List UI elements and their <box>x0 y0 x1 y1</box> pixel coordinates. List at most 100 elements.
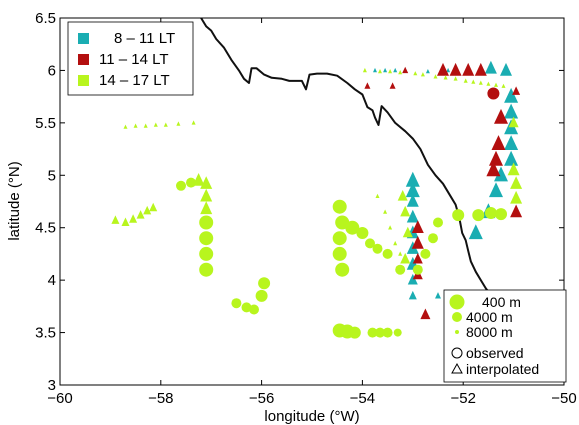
data-point-circle <box>365 238 375 249</box>
data-point-triangle <box>388 225 393 230</box>
data-point-triangle <box>129 214 138 223</box>
data-point-triangle <box>393 67 398 73</box>
data-point-circle <box>395 264 406 275</box>
x-tick-label: −50 <box>551 390 576 407</box>
data-point-circle <box>332 231 347 246</box>
data-point-triangle <box>388 69 393 74</box>
data-point-triangle <box>463 78 468 83</box>
legend-marker-interpolated <box>451 362 463 374</box>
y-tick-label: 5 <box>48 167 56 184</box>
data-point-triangle <box>383 67 388 73</box>
data-point-triangle <box>449 62 462 76</box>
data-point-triangle <box>494 82 498 87</box>
legend-label-8000m: 8000 m <box>466 324 513 340</box>
data-point-circle <box>393 328 402 337</box>
data-point-triangle <box>405 182 420 198</box>
legend-marker-observed <box>451 347 463 359</box>
coastline <box>200 17 496 302</box>
data-point-triangle <box>364 82 371 89</box>
data-point-triangle <box>443 75 448 80</box>
legend-label-4000m: 4000 m <box>466 309 513 325</box>
data-point-triangle <box>373 67 377 73</box>
legend-marker-400m <box>449 294 465 310</box>
data-point-circle <box>199 231 214 246</box>
data-point-triangle <box>486 161 501 177</box>
data-point-circle <box>176 180 186 191</box>
legend-swatch-11-14 <box>78 54 89 65</box>
data-point-circle <box>241 302 252 313</box>
data-point-circle <box>372 243 383 254</box>
data-point-circle <box>495 208 507 221</box>
data-point-triangle <box>176 121 181 126</box>
y-axis-label: latitude (°N) <box>6 161 23 240</box>
data-point-circle <box>332 199 347 214</box>
data-point-triangle <box>486 81 491 86</box>
data-point-triangle <box>121 217 130 226</box>
legend-swatch-14-17 <box>78 75 89 86</box>
data-point-triangle <box>111 215 120 224</box>
data-point-triangle <box>397 190 408 201</box>
data-point-circle <box>382 327 393 338</box>
data-point-triangle <box>362 67 367 73</box>
data-point-triangle <box>200 188 213 202</box>
x-tick-label: −52 <box>450 390 475 407</box>
legend-time: 8 – 11 LT 11 – 14 LT 14 – 17 LT <box>67 21 194 96</box>
legend-label-400m: 400 m <box>482 294 521 310</box>
data-point-triangle <box>383 209 388 214</box>
axis-ticks: −60 −58 −56 −54 −52 −50 3 3.5 4 4.5 5 5.5 6 6.5 <box>35 10 577 407</box>
data-point-triangle <box>398 70 403 75</box>
data-point-triangle <box>504 87 519 103</box>
data-point-triangle <box>402 226 413 238</box>
data-point-triangle <box>136 210 145 219</box>
data-point-triangle <box>500 62 512 76</box>
legend-label-14-17: 14 – 17 LT <box>99 72 170 89</box>
data-point-circle <box>199 215 214 230</box>
y-tick-label: 4.5 <box>35 220 56 237</box>
y-tick-label: 3 <box>48 377 56 394</box>
x-tick-label: −54 <box>350 390 375 407</box>
data-point-triangle <box>407 273 418 285</box>
data-point-triangle <box>491 135 506 150</box>
data-point-circle <box>487 87 500 100</box>
data-point-triangle <box>484 60 497 74</box>
data-point-triangle <box>489 182 503 198</box>
data-point-triangle <box>400 205 411 217</box>
x-axis-label: longitude (°W) <box>264 408 359 425</box>
data-point-circle <box>433 217 443 228</box>
data-point-triangle <box>200 201 213 215</box>
data-point-triangle <box>123 124 128 129</box>
data-point-circle <box>332 246 347 261</box>
data-point-triangle <box>510 176 523 189</box>
data-point-triangle <box>133 123 138 128</box>
data-point-triangle <box>435 292 441 299</box>
data-point-circle <box>382 248 393 259</box>
data-point-triangle <box>420 308 431 320</box>
x-tick-label: −56 <box>249 390 274 407</box>
data-point-triangle <box>200 176 213 189</box>
legend-label-observed: observed <box>466 345 524 361</box>
data-point-triangle <box>402 66 409 74</box>
data-point-triangle <box>393 240 398 246</box>
data-point-triangle <box>462 62 475 76</box>
y-tick-label: 6.5 <box>35 10 56 27</box>
data-point-triangle <box>453 76 458 81</box>
data-point-circle <box>345 220 360 235</box>
data-point-triangle <box>406 209 419 223</box>
data-point-triangle <box>389 82 396 89</box>
data-point-triangle <box>375 193 380 198</box>
legend-size-box <box>443 289 567 383</box>
data-point-circle <box>472 209 485 222</box>
data-point-triangle <box>512 86 521 95</box>
data-point-triangle <box>501 83 506 88</box>
data-point-triangle <box>478 80 483 85</box>
data-point-triangle <box>489 150 503 166</box>
data-point-triangle <box>192 173 205 186</box>
data-point-triangle <box>408 290 417 300</box>
x-tick-label: −60 <box>47 390 72 407</box>
data-point-circle <box>249 304 259 315</box>
data-point-triangle <box>494 108 508 124</box>
data-point-circle <box>367 327 378 338</box>
data-point-circle <box>356 227 369 239</box>
data-point-triangle <box>437 62 449 76</box>
